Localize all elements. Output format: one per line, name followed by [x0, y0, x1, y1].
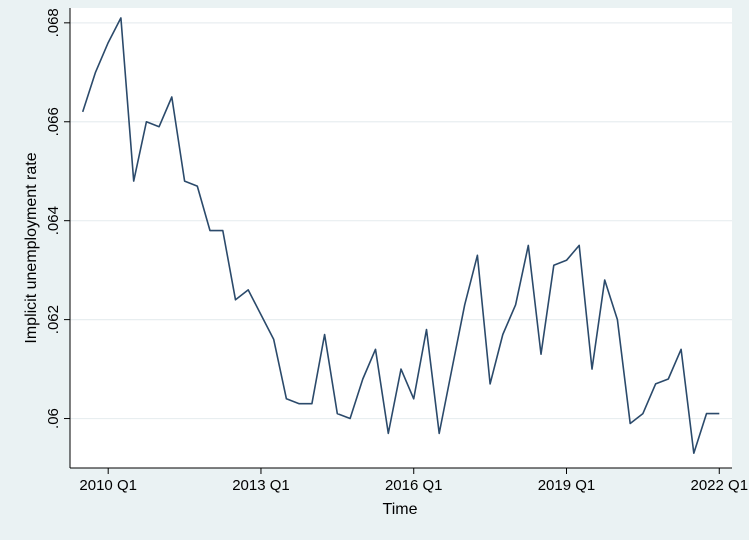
data-point: [94, 71, 97, 74]
data-point: [349, 417, 352, 420]
data-point: [132, 180, 135, 183]
data-point: [692, 452, 695, 455]
y-tick-label: .068: [45, 8, 62, 37]
series-line: [81, 17, 720, 454]
data-point: [590, 368, 593, 371]
data-point: [361, 377, 364, 380]
data-point: [438, 432, 441, 435]
y-tick-label: .062: [45, 305, 62, 334]
data-point: [374, 348, 377, 351]
data-point: [412, 397, 415, 400]
data-point: [680, 348, 683, 351]
data-point: [489, 382, 492, 385]
y-tick-label: .06: [45, 408, 62, 429]
y-axis-title: Implicit unemployment rate: [23, 152, 40, 343]
data-point: [247, 288, 250, 291]
data-point: [565, 259, 568, 262]
data-point: [336, 412, 339, 415]
data-point: [540, 353, 543, 356]
data-point: [298, 402, 301, 405]
data-point: [209, 229, 212, 232]
data-point: [425, 328, 428, 331]
x-tick-label: 2016 Q1: [385, 477, 443, 494]
x-tick-label: 2019 Q1: [538, 477, 596, 494]
data-point: [221, 229, 224, 232]
data-point: [285, 397, 288, 400]
data-point: [387, 432, 390, 435]
data-point: [310, 402, 313, 405]
data-point: [81, 110, 84, 113]
y-axis-ticks: .06 .062 .064 .066 .068: [45, 8, 70, 429]
data-point: [145, 120, 148, 123]
grid-lines: [70, 22, 732, 420]
y-tick-label: .064: [45, 206, 62, 235]
x-tick-label: 2013 Q1: [232, 477, 290, 494]
data-point: [552, 264, 555, 267]
data-point: [196, 185, 199, 188]
data-point: [641, 412, 644, 415]
data-point: [629, 422, 632, 425]
plot-area: [70, 8, 732, 468]
data-point: [654, 382, 657, 385]
data-point: [501, 333, 504, 336]
y-tick-label: .066: [45, 107, 62, 136]
data-point: [259, 313, 262, 316]
data-point: [158, 125, 161, 128]
data-point: [463, 303, 466, 306]
x-tick-label: 2022 Q1: [690, 477, 748, 494]
data-point: [323, 333, 326, 336]
data-point: [119, 16, 122, 19]
data-point: [578, 244, 581, 247]
data-point: [183, 180, 186, 183]
data-point: [107, 41, 110, 44]
data-point: [234, 298, 237, 301]
x-axis-ticks: 2010 Q1 2013 Q1 2016 Q1 2019 Q1 2022 Q1: [79, 468, 748, 494]
data-point: [272, 338, 275, 341]
data-point: [718, 412, 721, 415]
data-point: [667, 377, 670, 380]
data-point: [400, 368, 403, 371]
data-point: [514, 303, 517, 306]
data-point: [603, 279, 606, 282]
x-axis-title: Time: [383, 501, 418, 518]
data-point: [476, 254, 479, 257]
data-point: [170, 96, 173, 99]
data-point: [527, 244, 530, 247]
data-point: [450, 368, 453, 371]
x-tick-label: 2010 Q1: [79, 477, 137, 494]
data-point: [616, 318, 619, 321]
data-point: [705, 412, 708, 415]
